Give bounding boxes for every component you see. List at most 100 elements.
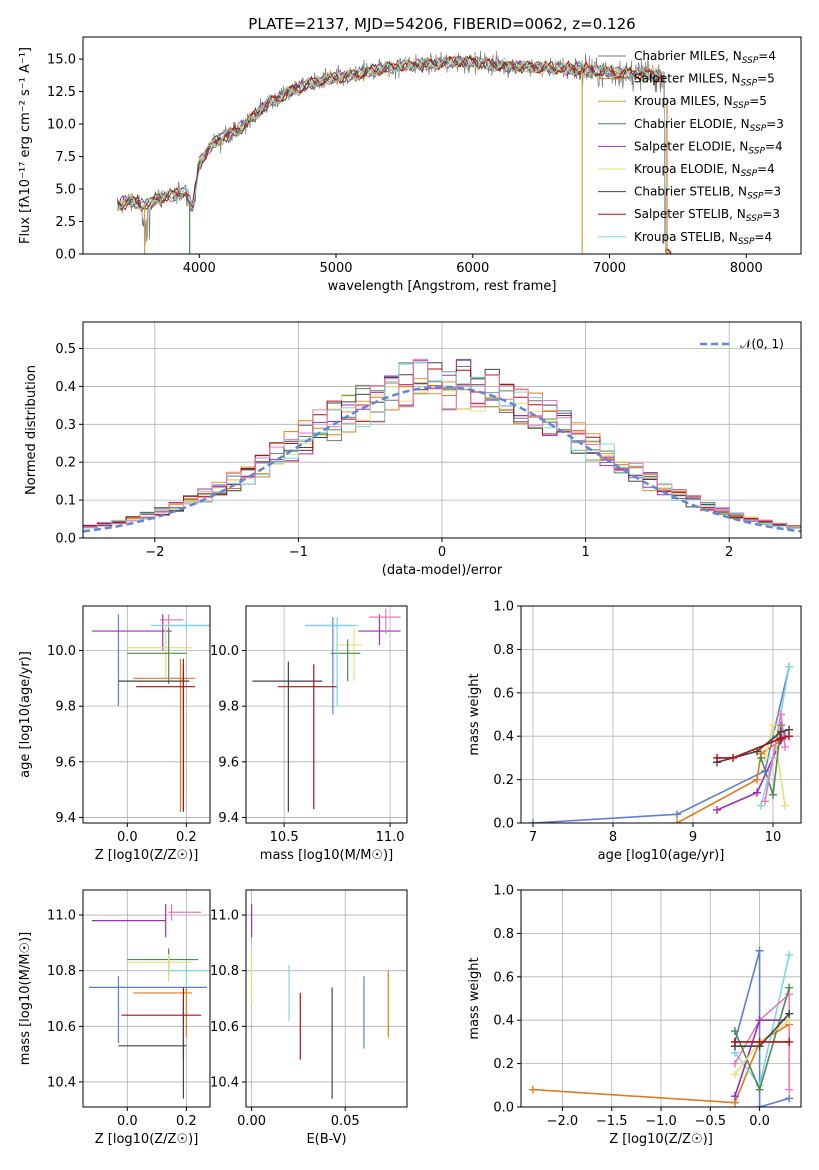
x-axis-label: wavelength [Angstrom, rest frame] xyxy=(328,279,557,294)
x-tick-label: 0.05 xyxy=(331,1114,360,1129)
x-tick-label: 4000 xyxy=(183,261,216,276)
y-tick-label: 9.8 xyxy=(218,700,239,715)
mass-weight-marker xyxy=(755,1103,764,1107)
mass-weight-marker xyxy=(785,732,793,741)
y-tick-label: 0.0 xyxy=(55,532,76,547)
y-tick-label: 1.0 xyxy=(493,600,514,615)
mass-weight-marker xyxy=(785,1009,794,1018)
chart-mass_vs_Z: 0.0 0.2 10.4 10.6 10.8 11.0 Z [log10(Z/Z☉)] mas… xyxy=(18,889,211,1147)
x-tick-label: 0.2 xyxy=(176,1114,197,1129)
x-tick-label: 0.2 xyxy=(176,830,197,845)
mass-weight-marker xyxy=(730,1070,739,1079)
x-tick-label: 8000 xyxy=(730,261,763,276)
x-tick-label: −2 xyxy=(145,545,164,560)
mass-weight-marker xyxy=(529,819,537,823)
y-tick-label: 10.6 xyxy=(210,1020,239,1035)
mass-weight-marker xyxy=(781,743,789,752)
x-tick-label: 10.5 xyxy=(270,830,299,845)
y-tick-label: 9.6 xyxy=(218,755,239,770)
mass-weight-marker xyxy=(753,788,761,797)
y-tick-label: 0.0 xyxy=(55,248,76,263)
y-tick-label: 10.0 xyxy=(210,644,239,659)
chart-age_vs_Z: 0.0 0.2 9.4 9.6 9.8 10.0 Z [log10(Z/Z☉)] age [l… xyxy=(18,605,211,863)
plot-area xyxy=(252,608,401,812)
chart-residuals: −2 −1 0 1 2 0.0 0.1 0.2 0.3 0.4 0.5 (data-model)/er… xyxy=(24,321,802,578)
plot-area xyxy=(88,903,210,1099)
legend-label: Salpeter MILES, NSSP=5 xyxy=(634,72,775,89)
x-tick-label: 2 xyxy=(725,545,733,560)
x-tick-label: 7 xyxy=(529,830,537,845)
spectrum-model-line xyxy=(116,54,672,253)
legend-label: Chabrier MILES, NSSP=4 xyxy=(634,49,776,66)
y-tick-label: 0.4 xyxy=(55,380,76,395)
y-axis-label: mass [log10(M/M☉)] xyxy=(18,932,33,1065)
y-tick-label: 9.6 xyxy=(55,755,76,770)
x-tick-label: 0.0 xyxy=(117,1114,138,1129)
y-tick-label: 0.8 xyxy=(493,927,514,942)
mass-weight-marker xyxy=(785,951,794,960)
mass-weight-marker xyxy=(528,1085,537,1094)
y-tick-label: 0.8 xyxy=(493,643,514,658)
axes-frame xyxy=(82,36,802,255)
legend-label: 𝒩(0, 1) xyxy=(740,337,784,351)
mass-weight-marker xyxy=(769,790,777,799)
chart-title: PLATE=2137, MJD=54206, FIBERID=0062, z=0… xyxy=(248,15,635,33)
y-tick-label: 0.3 xyxy=(55,418,76,433)
mass-weight-marker xyxy=(785,1094,794,1103)
y-tick-label: 9.8 xyxy=(55,700,76,715)
y-tick-label: 10.4 xyxy=(47,1075,76,1090)
y-tick-label: 0.1 xyxy=(55,494,76,509)
mass-weight-marker xyxy=(757,753,765,762)
spectrum-legend: Chabrier MILES, NSSP=4 Salpeter MILES, NS… xyxy=(598,49,784,247)
axes-frame xyxy=(520,889,802,1108)
x-tick-label: −2.0 xyxy=(547,1114,579,1129)
mass-weight-marker xyxy=(755,1037,764,1046)
mass-weight-line xyxy=(717,735,790,759)
mass-weight-marker xyxy=(730,1092,739,1101)
y-tick-label: 9.4 xyxy=(218,811,239,826)
x-tick-label: −1.5 xyxy=(596,1114,628,1129)
y-axis-label: Flux [fλ10⁻¹⁷ erg cm⁻² s⁻¹ A⁻¹] xyxy=(18,47,33,244)
y-tick-label: 0.4 xyxy=(493,1014,514,1029)
chart-age_vs_mass: 10.5 11.0 9.4 9.6 9.8 10.0 mass [log10(M/M☉)] xyxy=(210,605,408,863)
y-tick-label: 10.0 xyxy=(47,118,76,133)
mass-weight-marker xyxy=(769,721,777,730)
x-tick-label: 0.0 xyxy=(749,1114,770,1129)
y-tick-label: 2.5 xyxy=(55,215,76,230)
plot-area xyxy=(528,946,794,1107)
mass-weight-line xyxy=(532,1023,790,1104)
x-tick-label: −1.0 xyxy=(645,1114,677,1129)
x-tick-label: 8 xyxy=(609,830,617,845)
legend-label: Salpeter STELIB, NSSP=3 xyxy=(634,207,780,224)
x-tick-label: −0.5 xyxy=(695,1114,727,1129)
legend-label: Kroupa STELIB, NSSP=4 xyxy=(634,230,772,247)
legend-label: Salpeter ELODIE, NSSP=4 xyxy=(634,139,783,156)
legend-label: Chabrier ELODIE, NSSP=3 xyxy=(634,117,784,134)
mass-weight-marker xyxy=(755,946,764,955)
y-tick-label: 7.5 xyxy=(55,150,76,165)
y-tick-label: 12.5 xyxy=(47,85,76,100)
mass-weight-marker xyxy=(753,775,761,784)
y-tick-label: 1.0 xyxy=(493,884,514,899)
x-tick-label: 10 xyxy=(765,830,782,845)
mass-weight-marker xyxy=(777,710,785,719)
axes-frame xyxy=(520,605,802,824)
plot-area xyxy=(91,614,210,812)
y-tick-label: 0.2 xyxy=(55,456,76,471)
mass-weight-line xyxy=(734,1019,790,1075)
y-tick-label: 5.0 xyxy=(55,183,76,198)
mass-weight-marker xyxy=(673,819,681,823)
y-tick-label: 10.4 xyxy=(210,1075,239,1090)
x-axis-label: Z [log10(Z/Z☉)] xyxy=(95,1132,199,1147)
y-axis-label: age [log10(age/yr)] xyxy=(18,651,33,778)
histogram-step xyxy=(83,362,801,529)
y-tick-label: 10.8 xyxy=(210,964,239,979)
y-tick-label: 0.0 xyxy=(493,1101,514,1116)
plot-area xyxy=(116,50,672,254)
y-tick-label: 11.0 xyxy=(210,909,239,924)
x-tick-label: 0.00 xyxy=(237,1114,266,1129)
y-tick-label: 15.0 xyxy=(47,53,76,68)
legend-label: Kroupa ELODIE, NSSP=4 xyxy=(634,162,775,179)
y-axis-label: mass weight xyxy=(467,957,482,1039)
mass-weight-marker xyxy=(713,805,721,814)
